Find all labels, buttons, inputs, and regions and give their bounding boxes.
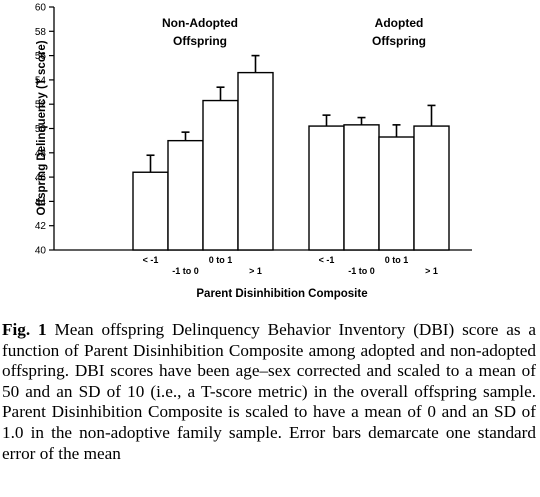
bar: [202, 99, 239, 251]
figure-label: Fig. 1: [2, 320, 47, 339]
x-axis-title: Parent Disinhibition Composite: [196, 288, 367, 300]
bar: [237, 71, 274, 251]
bar: [343, 124, 380, 251]
category-label: < -1: [143, 255, 159, 265]
bar: [308, 125, 345, 251]
y-tick-label: 46: [35, 173, 47, 184]
group-title-line: Non-Adopted: [162, 16, 238, 30]
category-label: > 1: [249, 266, 262, 276]
y-tick-label: 56: [35, 51, 47, 62]
figure-caption: Fig. 1 Mean offspring Delinquency Behavi…: [2, 320, 536, 464]
category-label: -1 to 0: [172, 266, 199, 276]
group-title-line: Offspring: [173, 34, 227, 48]
chart-labels: Offspring Delinquency (T score) Parent Di…: [36, 16, 438, 300]
y-tick-label: 52: [35, 100, 47, 111]
y-tick-label: 40: [35, 246, 47, 257]
y-axis-title: Offspring Delinquency (T score): [36, 40, 48, 215]
bar: [167, 139, 204, 251]
category-label: 0 to 1: [209, 255, 233, 265]
bar: [378, 136, 415, 251]
group-title-line: Offspring: [372, 34, 426, 48]
y-tick-label: 60: [35, 3, 47, 14]
bar-chart: 40 42 44 46 48 50 52 54 56 58 60 Offspring Delinqu…: [35, 3, 472, 300]
y-tick-label: 48: [35, 148, 47, 159]
y-tick-label: 42: [35, 221, 47, 232]
chart-bars: [132, 54, 450, 251]
y-tick-label: 54: [35, 75, 47, 86]
category-label: 0 to 1: [385, 255, 409, 265]
figure-caption-text: Mean offspring Delinquency Behavior Inve…: [2, 320, 536, 463]
category-label: -1 to 0: [348, 266, 375, 276]
y-tick-label: 58: [35, 27, 47, 38]
category-label: > 1: [425, 266, 438, 276]
bar: [413, 125, 450, 251]
y-tick-label: 50: [35, 124, 47, 135]
y-tick-label: 44: [35, 197, 47, 208]
bar: [132, 171, 169, 251]
category-label: < -1: [319, 255, 335, 265]
group-title-line: Adopted: [375, 16, 424, 30]
